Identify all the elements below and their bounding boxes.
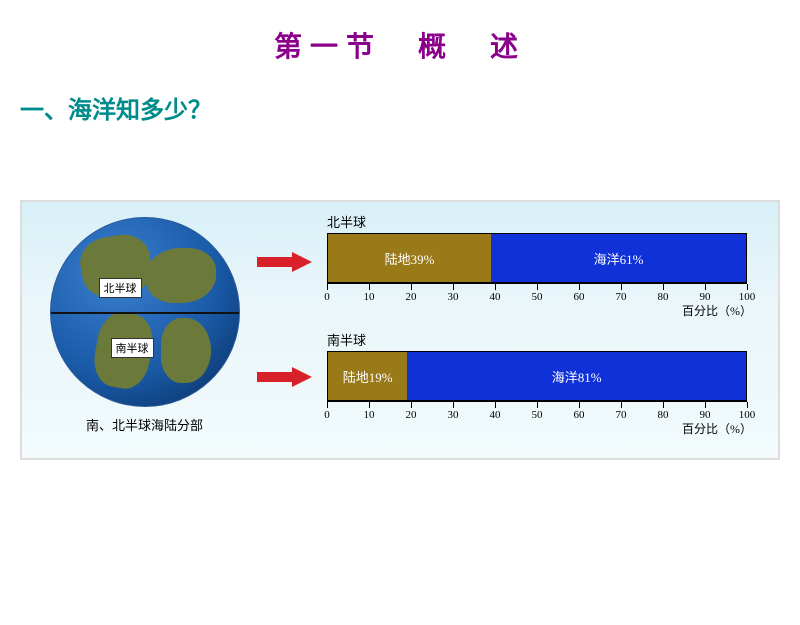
axis-tick [747,402,748,408]
south-chart-bar: 陆地19%海洋81% [327,351,747,401]
axis-tick-label: 10 [364,409,375,421]
figure-panel: 北半球 南半球 南、北半球海陆分部 北半球 陆地39%海洋61% 0 10 20 30… [20,200,780,460]
north-chart-bar: 陆地39%海洋61% [327,233,747,283]
axis-tick [369,284,370,290]
axis-tick [705,284,706,290]
north-chart: 北半球 陆地39%海洋61% 0102030405060708090100百分比… [327,212,757,313]
axis-tick [453,284,454,290]
axis-tick-label: 50 [532,291,543,303]
axis-tick [579,402,580,408]
arrow-south [257,367,312,387]
bar-segment: 陆地39% [328,234,491,282]
axis-tick-label: 10 [364,291,375,303]
north-hemisphere-label: 北半球 [99,278,142,298]
north-chart-axis: 0102030405060708090100百分比（%） [327,283,747,313]
axis-tick [663,402,664,408]
bar-segment: 海洋61% [491,234,746,282]
page-title: 第一节 概 述 [0,25,800,65]
axis-tick [495,402,496,408]
axis-tick [621,402,622,408]
bar-segment: 海洋81% [407,352,746,400]
axis-tick [495,284,496,290]
axis-tick-label: 40 [490,291,501,303]
globe-caption: 南、北半球海陆分部 [37,415,252,434]
south-chart: 南半球 陆地19%海洋81% 0102030405060708090100百分比… [327,330,757,431]
axis-tick [411,284,412,290]
axis-tick [453,402,454,408]
section-subtitle: 一、海洋知多少？ [20,90,800,125]
axis-tick-label: 30 [448,291,459,303]
south-chart-axis: 0102030405060708090100百分比（%） [327,401,747,431]
axis-tick-label: 60 [574,409,585,421]
axis-tick-label: 70 [616,409,627,421]
axis-tick [621,284,622,290]
axis-tick [579,284,580,290]
axis-tick [663,284,664,290]
axis-label: 百分比（%） [682,302,752,319]
axis-tick-label: 80 [658,409,669,421]
globe-container: 北半球 南半球 南、北半球海陆分部 [37,217,252,434]
axis-tick [327,402,328,408]
axis-tick [537,284,538,290]
equator-line [51,312,239,314]
axis-tick-label: 20 [406,291,417,303]
axis-label: 百分比（%） [682,420,752,437]
arrow-north [257,252,312,272]
axis-tick-label: 60 [574,291,585,303]
north-chart-title: 北半球 [327,212,757,231]
axis-tick-label: 40 [490,409,501,421]
axis-tick [537,402,538,408]
axis-tick [411,402,412,408]
axis-tick-label: 70 [616,291,627,303]
axis-tick-label: 0 [324,409,330,421]
axis-tick [369,402,370,408]
axis-tick-label: 30 [448,409,459,421]
axis-tick-label: 20 [406,409,417,421]
axis-tick-label: 80 [658,291,669,303]
axis-tick-label: 0 [324,291,330,303]
south-chart-title: 南半球 [327,330,757,349]
bar-segment: 陆地19% [328,352,407,400]
south-hemisphere-label: 南半球 [111,338,154,358]
axis-tick-label: 50 [532,409,543,421]
axis-tick [327,284,328,290]
axis-tick [705,402,706,408]
globe: 北半球 南半球 [50,217,240,407]
axis-tick [747,284,748,290]
